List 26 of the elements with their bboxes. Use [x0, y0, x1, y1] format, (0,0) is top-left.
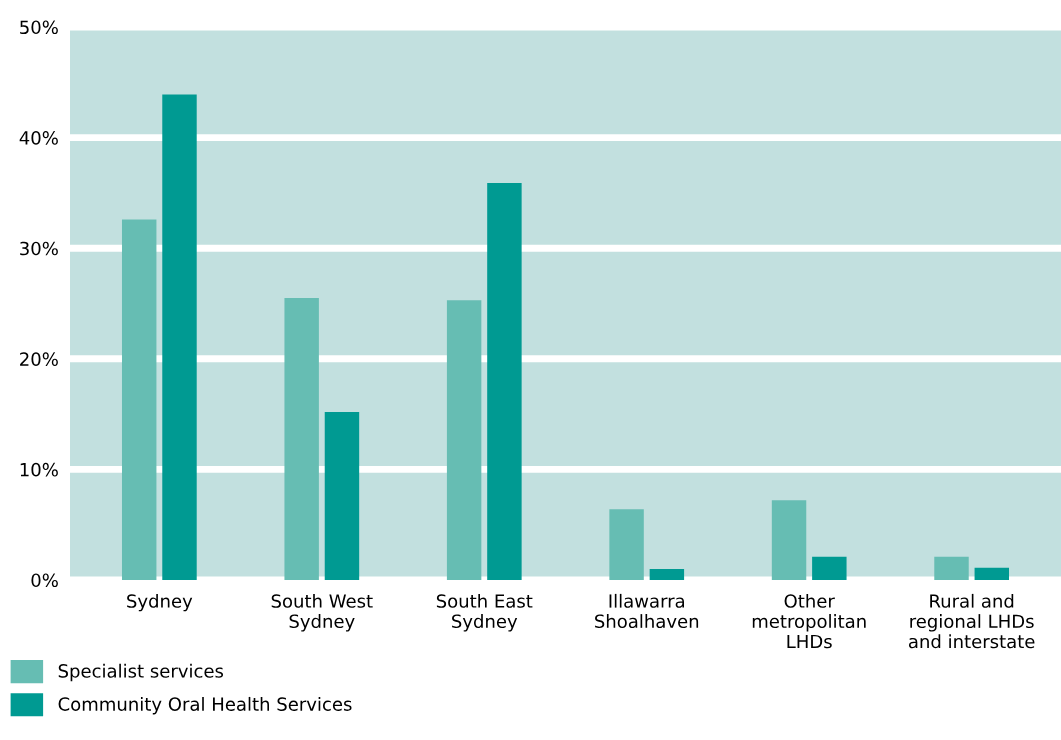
- y-tick-label: 40%: [19, 131, 58, 145]
- bar: [162, 94, 197, 580]
- y-tick-label: 10%: [20, 462, 58, 477]
- x-tick-label: South West Sydney: [271, 593, 373, 632]
- bar: [771, 500, 807, 580]
- x-tick-label: Illawarra Shoalhaven: [595, 593, 699, 629]
- x-tick-label: Other metropolitan LHDs: [752, 593, 866, 649]
- bar: [284, 297, 319, 580]
- bar: [649, 568, 685, 580]
- bar: [324, 411, 360, 580]
- legend-label: Specialist services: [58, 663, 224, 682]
- y-tick-label: 0%: [31, 573, 58, 588]
- y-tick-label: 30%: [20, 241, 58, 256]
- bar: [812, 556, 847, 580]
- x-tick-label: South East Sydney: [436, 593, 533, 632]
- x-tick-label: Rural and regional LHDs and interstate: [908, 593, 1035, 649]
- y-tick-label: 50%: [20, 20, 58, 35]
- x-tick-label: Sydney: [127, 593, 193, 612]
- y-tick-label: 20%: [20, 352, 58, 366]
- legend-label: Community Oral Health Services: [58, 696, 352, 715]
- bar: [121, 219, 157, 580]
- bar: [934, 556, 969, 580]
- bar: [609, 509, 644, 580]
- bar: [446, 300, 482, 580]
- bar: [974, 567, 1010, 580]
- bar: [487, 182, 522, 580]
